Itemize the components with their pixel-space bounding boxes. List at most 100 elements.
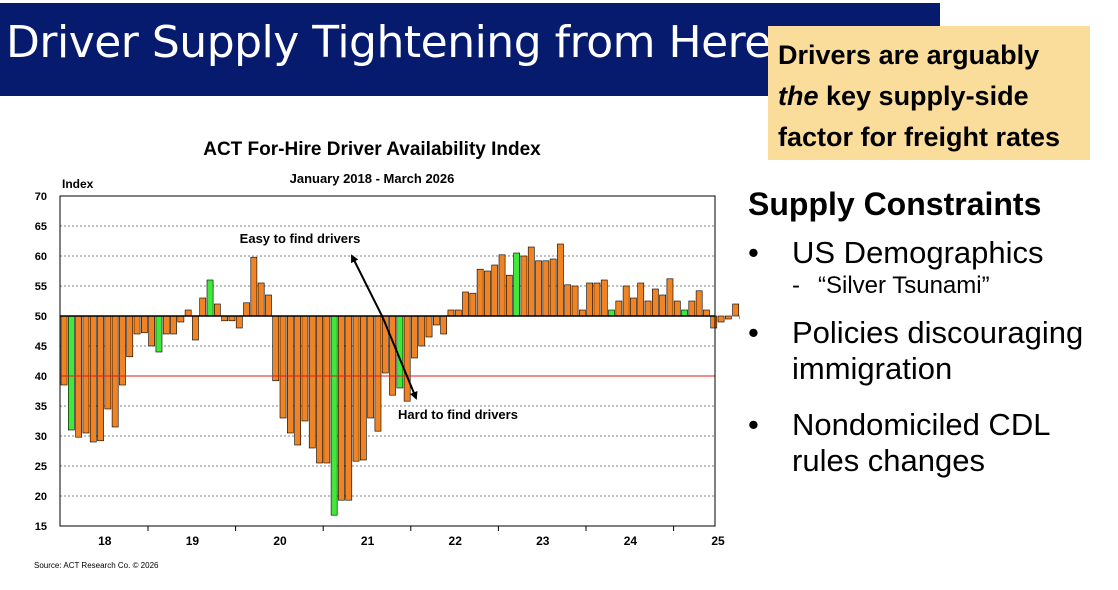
callout-line-3: factor for freight rates <box>778 122 1061 152</box>
bar <box>513 252 520 317</box>
bar <box>615 300 623 317</box>
bar <box>272 315 280 382</box>
bar <box>75 315 82 438</box>
y-tick-label: 55 <box>35 281 47 293</box>
bullet-icon: • <box>748 235 759 270</box>
bar <box>82 315 90 434</box>
bar <box>622 285 630 317</box>
bullet-text: US Demographics <box>792 235 1044 270</box>
x-tick-labels: 181920212223242526 <box>98 526 725 548</box>
y-tick-label: 15 <box>35 521 47 533</box>
bar <box>454 309 462 317</box>
bar <box>630 297 637 317</box>
y-tick-label: 60 <box>35 251 47 263</box>
source-note: Source: ACT Research Co. © 2026 <box>34 561 159 570</box>
bar <box>235 315 243 329</box>
bar <box>724 315 732 320</box>
bullet-icon: • <box>748 315 759 350</box>
annotation-hard: Hard to find drivers <box>398 407 518 422</box>
y-axis-label: Index <box>62 177 94 191</box>
dash-icon: - <box>792 272 800 299</box>
bar <box>476 268 484 317</box>
bar <box>206 279 214 317</box>
bar <box>316 315 323 464</box>
bar <box>68 315 75 431</box>
supply-constraints-panel: Supply Constraints • US Demographics - “S… <box>748 186 1118 479</box>
bar <box>651 288 659 317</box>
bullet-icon: • <box>748 407 759 442</box>
bar <box>549 258 557 317</box>
x-tick-label: 23 <box>536 534 550 548</box>
bar <box>126 315 134 358</box>
bar <box>586 282 593 317</box>
bar <box>60 315 68 386</box>
bar <box>308 315 316 449</box>
bar <box>250 256 258 317</box>
y-tick-label: 45 <box>35 341 47 353</box>
bar <box>199 297 207 317</box>
y-tick-label: 70 <box>35 191 47 203</box>
bar <box>214 303 221 317</box>
bar <box>119 315 126 386</box>
y-tick-label: 40 <box>35 371 47 383</box>
bar <box>505 274 513 317</box>
x-tick-label: 18 <box>98 534 112 548</box>
bar <box>695 290 703 317</box>
bar <box>111 315 119 428</box>
plot-frame <box>59 195 716 527</box>
reference-lines <box>60 315 715 377</box>
bar <box>389 315 396 396</box>
bar <box>243 302 250 317</box>
bar <box>644 300 652 317</box>
bar <box>352 315 360 462</box>
bar <box>104 315 112 410</box>
bar <box>425 315 433 338</box>
bar <box>673 300 681 317</box>
bar <box>564 284 572 317</box>
bar <box>469 292 477 317</box>
x-tick-label: 20 <box>273 534 287 548</box>
bar <box>659 294 666 317</box>
bar <box>148 315 156 347</box>
x-tick-label: 19 <box>186 534 200 548</box>
bullet-text-line-2: rules changes <box>792 443 986 478</box>
callout-line-2: the key supply-side <box>778 76 1090 117</box>
bullet-text-line-2: immigration <box>792 351 953 386</box>
bar <box>542 260 550 317</box>
bullet-policies: • Policies discouraging immigration <box>748 315 1118 387</box>
x-tick-label: 21 <box>361 534 375 548</box>
bar <box>367 315 375 419</box>
bar <box>418 315 426 347</box>
bar <box>578 309 586 317</box>
y-tick-label: 65 <box>35 221 47 233</box>
bar <box>462 291 469 317</box>
y-tick-label: 25 <box>35 461 47 473</box>
bar <box>89 315 97 443</box>
bar <box>732 303 739 317</box>
y-tick-label: 30 <box>35 431 47 443</box>
bar <box>535 260 542 317</box>
bar <box>279 315 287 419</box>
bar <box>411 315 418 359</box>
bullet-text-line-1: Nondomiciled CDL <box>792 407 1051 442</box>
bar <box>403 315 411 402</box>
annotation-arrow-up <box>351 254 384 319</box>
y-tick-label: 35 <box>35 401 47 413</box>
subbullet-text: “Silver Tsunami” <box>818 272 990 299</box>
bar <box>637 282 645 317</box>
bar <box>600 279 608 317</box>
y-tick-label: 50 <box>35 311 47 323</box>
bar <box>294 315 302 446</box>
bar <box>593 282 601 317</box>
bar <box>710 315 718 329</box>
bar <box>338 315 345 501</box>
bar <box>491 264 499 317</box>
subbullet-silver-tsunami: - “Silver Tsunami” <box>748 271 1118 301</box>
x-tick-label: 22 <box>449 534 463 548</box>
bar <box>184 309 192 317</box>
y-tick-label: 20 <box>35 491 47 503</box>
bullet-demographics: • US Demographics <box>748 235 1118 271</box>
bar <box>608 309 615 317</box>
bar <box>527 246 535 317</box>
slide-title: Driver Supply Tightening from Here <box>6 17 771 68</box>
